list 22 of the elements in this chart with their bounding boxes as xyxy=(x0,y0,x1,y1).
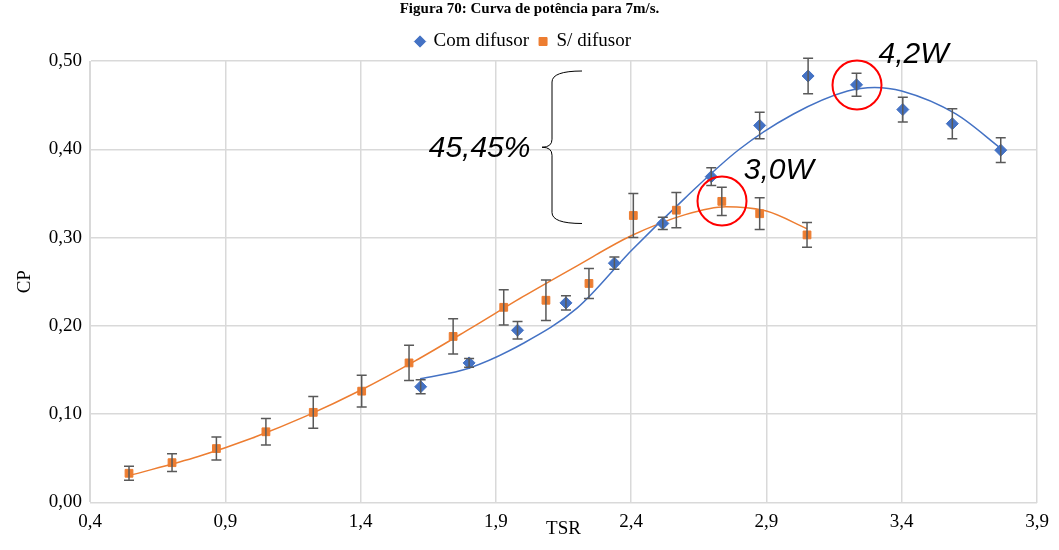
x-tick-label: 1,4 xyxy=(348,509,373,531)
y-axis-title: CP xyxy=(13,270,35,294)
x-tick-label: 2,4 xyxy=(619,509,644,531)
x-tick-label: 0,9 xyxy=(213,509,238,531)
legend-label: Com difusor xyxy=(433,29,530,51)
y-tick-label: 0,20 xyxy=(48,313,83,335)
annotation: 3,0W xyxy=(743,152,817,186)
x-tick-label: 0,4 xyxy=(78,509,103,531)
x-tick-label: 2,9 xyxy=(754,509,779,531)
y-tick-label: 0,40 xyxy=(48,137,83,159)
annotation: 45,45% xyxy=(428,130,531,164)
annotation: 4,2W xyxy=(878,35,952,69)
y-tick-label: 0,10 xyxy=(48,402,83,424)
y-tick-label: 0,30 xyxy=(48,225,83,247)
x-tick-label: 3,4 xyxy=(889,509,915,531)
y-tick-label: 0,00 xyxy=(48,490,83,512)
x-axis-title: TSR xyxy=(546,516,582,538)
y-tick-label: 0,50 xyxy=(48,48,83,70)
legend-label: S/ difusor xyxy=(556,29,632,51)
chart-title: Figura 70: Curva de potência para 7m/s. xyxy=(398,0,661,17)
x-tick-label: 1,9 xyxy=(484,509,508,531)
x-tick-label: 3,9 xyxy=(1025,509,1049,531)
